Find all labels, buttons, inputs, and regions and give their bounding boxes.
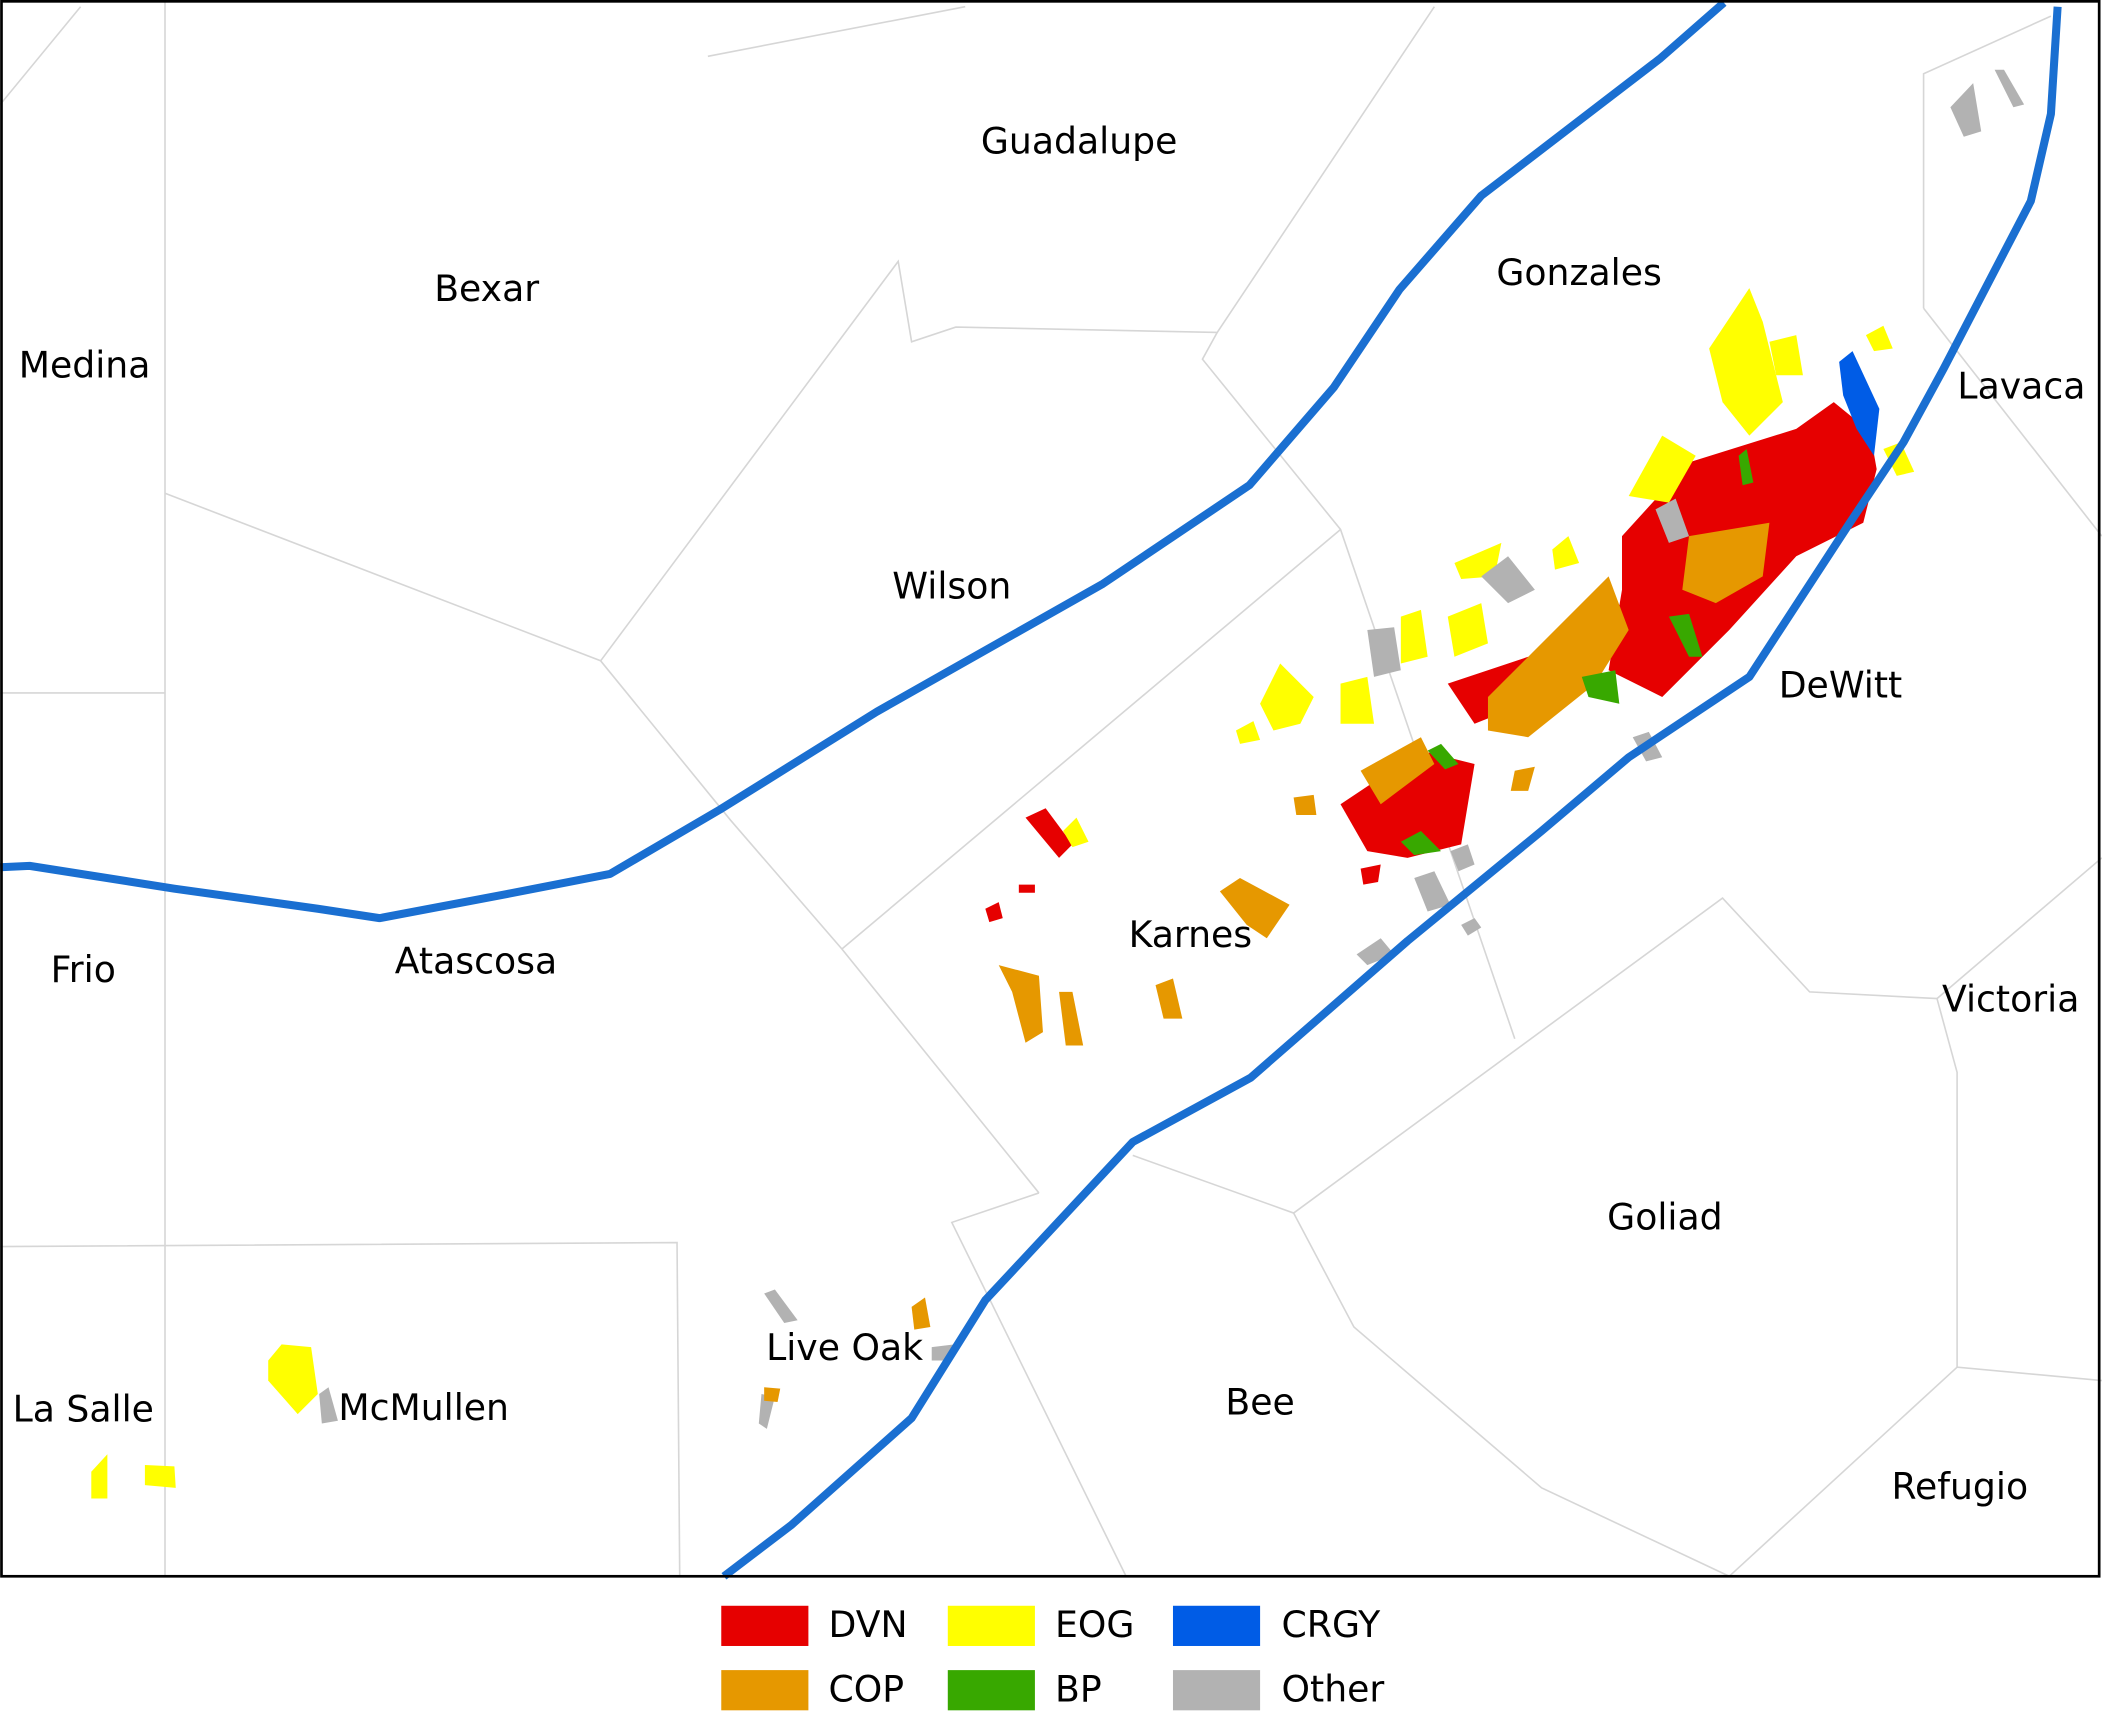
acreage-tract <box>1400 609 1428 664</box>
acreage-layer <box>91 69 2025 1499</box>
acreage-tract <box>1994 69 2025 108</box>
acreage-tract <box>1839 351 1880 456</box>
acreage-tract <box>91 1454 108 1499</box>
acreage-tract <box>144 1465 176 1488</box>
acreage-tract <box>1235 721 1261 744</box>
acreage-tract <box>1450 844 1475 872</box>
acreage-tract <box>1655 498 1690 543</box>
trend-line <box>0 0 1727 923</box>
legend-label: BP <box>1055 1668 1102 1711</box>
county-label: Victoria <box>1942 977 2079 1020</box>
acreage-tract <box>764 1289 798 1323</box>
county-border <box>1292 1212 1730 1578</box>
acreage-tract <box>1340 676 1375 724</box>
county-borders <box>0 0 2102 1578</box>
acreage-tract <box>1260 663 1314 731</box>
county-label: Karnes <box>1129 913 1253 956</box>
acreage-tract <box>1510 766 1535 791</box>
acreage-tract <box>1682 522 1770 604</box>
acreage-tract <box>1552 536 1580 570</box>
county-label: La Salle <box>13 1387 154 1430</box>
legend-swatch <box>1172 1670 1261 1711</box>
county-border <box>1728 1366 1958 1577</box>
acreage-tract <box>1367 627 1401 677</box>
acreage-tract <box>1769 335 1803 376</box>
county-border <box>1132 896 2102 1382</box>
acreage-tract <box>1063 817 1089 848</box>
legend: DVN EOG CRGY COP BP Other <box>721 1603 1385 1711</box>
county-label: Frio <box>51 948 116 991</box>
acreage-tract <box>1427 743 1459 770</box>
trend-line <box>721 6 2062 1580</box>
acreage-tract <box>1356 938 1395 966</box>
legend-label: CRGY <box>1282 1603 1382 1646</box>
acreage-tract <box>1668 613 1703 657</box>
acreage-tract <box>1025 808 1073 858</box>
acreage-tract <box>1293 794 1317 815</box>
county-border <box>707 5 966 58</box>
acreage-tract <box>758 1393 775 1429</box>
acreage-tract <box>319 1387 338 1424</box>
acreage-tract <box>268 1344 318 1415</box>
county-label: Bee <box>1225 1381 1294 1424</box>
legend-swatch <box>947 1670 1035 1711</box>
county-label: Live Oak <box>766 1326 923 1369</box>
acreage-tract <box>1454 542 1502 580</box>
legend-swatch <box>721 1670 809 1711</box>
acreage-tract <box>1414 871 1451 912</box>
acreage-tract <box>1400 831 1442 856</box>
county-label: Guadalupe <box>981 119 1178 162</box>
acreage-tract <box>1059 991 1084 1046</box>
acreage-tract <box>985 902 1003 923</box>
county-label: Wilson <box>892 564 1011 607</box>
acreage-tract <box>1340 750 1475 858</box>
county-labels: Guadalupe Bexar Medina Gonzales Lavaca W… <box>13 119 2086 1508</box>
county-label: Refugio <box>1891 1465 2028 1508</box>
acreage-tract <box>1865 325 1893 352</box>
acreage-tract <box>1581 670 1620 704</box>
county-border <box>950 1192 1127 1577</box>
acreage-tract <box>1950 83 1982 137</box>
acreage-tract <box>1738 449 1754 486</box>
legend-swatch <box>721 1605 809 1646</box>
legend-label: EOG <box>1055 1603 1134 1646</box>
acreage-tract <box>1155 978 1183 1019</box>
acreage-tract <box>1360 864 1381 885</box>
acreage-tract <box>1628 435 1696 503</box>
acreage-tract <box>1709 288 1783 436</box>
legend-label: COP <box>828 1668 904 1711</box>
county-border <box>1922 15 2052 309</box>
acreage-tract <box>1360 737 1435 805</box>
county-label: Medina <box>19 343 151 386</box>
acreage-tract <box>1018 884 1035 893</box>
acreage-tract <box>1487 576 1629 738</box>
acreage-tract <box>764 1387 781 1403</box>
legend-label: Other <box>1282 1668 1385 1711</box>
acreage-tract <box>1219 877 1290 939</box>
county-label: Goliad <box>1607 1196 1722 1239</box>
acreage-tract <box>1447 603 1488 657</box>
county-border <box>1936 857 2102 1000</box>
county-label: McMullen <box>338 1386 509 1429</box>
county-label: Lavaca <box>1957 365 2085 408</box>
county-label: Atascosa <box>395 940 557 983</box>
legend-swatch <box>947 1605 1035 1646</box>
legend-label: DVN <box>828 1603 907 1646</box>
county-label: DeWitt <box>1779 664 1903 707</box>
acreage-tract <box>998 965 1043 1043</box>
legend-swatch <box>1172 1605 1261 1646</box>
acreage-tract <box>1883 442 1915 476</box>
acreage-tract <box>1481 556 1535 604</box>
county-border <box>841 528 1342 950</box>
county-label: Gonzales <box>1496 251 1661 294</box>
county-label: Bexar <box>434 267 539 310</box>
county-border <box>600 660 1040 1194</box>
county-border <box>0 6 82 106</box>
county-border <box>0 1241 681 1577</box>
acreage-tract <box>1461 918 1482 936</box>
map-frame <box>0 0 2101 1578</box>
acreage-tract <box>911 1297 931 1330</box>
